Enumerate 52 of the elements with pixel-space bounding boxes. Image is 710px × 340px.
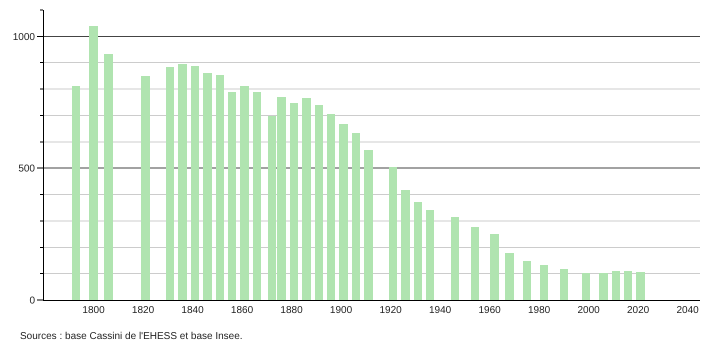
bar bbox=[339, 124, 348, 300]
x-tick-label: 2000 bbox=[577, 305, 600, 316]
bar bbox=[582, 273, 590, 300]
bar bbox=[414, 202, 422, 300]
bar bbox=[636, 272, 645, 300]
bar bbox=[451, 217, 459, 300]
bar bbox=[72, 86, 80, 300]
bar bbox=[599, 273, 608, 300]
bar bbox=[352, 133, 360, 300]
x-tick-label: 1800 bbox=[82, 305, 106, 316]
bar bbox=[327, 114, 335, 300]
y-tick-label: 0 bbox=[29, 296, 36, 306]
x-tick-label: 1880 bbox=[280, 305, 304, 316]
bar bbox=[203, 73, 212, 300]
source-note: Sources : base Cassini de l'EHESS et base Insee. bbox=[20, 331, 243, 340]
bar bbox=[240, 86, 249, 300]
bar bbox=[178, 64, 187, 300]
x-tick-label: 2040 bbox=[676, 305, 700, 316]
bar bbox=[315, 105, 323, 300]
bar bbox=[471, 227, 479, 300]
bar bbox=[364, 150, 373, 300]
bar bbox=[141, 76, 150, 300]
bar bbox=[612, 271, 620, 300]
x-tick-label: 1860 bbox=[230, 305, 254, 316]
x-tick-label: 1900 bbox=[330, 305, 353, 316]
bar bbox=[191, 66, 199, 300]
x-tick-label: 2020 bbox=[626, 305, 650, 316]
bar bbox=[228, 92, 236, 300]
bar bbox=[253, 92, 261, 300]
bar bbox=[89, 26, 98, 300]
bar bbox=[505, 253, 514, 300]
x-tick-label: 1840 bbox=[181, 305, 204, 316]
x-tick-label: 1920 bbox=[379, 305, 402, 316]
bar bbox=[490, 234, 499, 300]
bar bbox=[540, 265, 548, 300]
x-tick-label: 1960 bbox=[478, 305, 502, 316]
bar bbox=[401, 190, 410, 300]
bar bbox=[216, 75, 224, 300]
bar bbox=[389, 167, 397, 300]
bar bbox=[302, 98, 311, 300]
bar bbox=[624, 271, 632, 300]
y-tick-label: 1000 bbox=[12, 32, 36, 43]
x-tick-label: 1940 bbox=[428, 305, 452, 316]
bar bbox=[426, 210, 434, 300]
bar bbox=[523, 261, 531, 300]
bar bbox=[560, 269, 568, 300]
x-tick-label: 1820 bbox=[132, 305, 155, 316]
bar bbox=[104, 54, 113, 300]
y-tick-label: 500 bbox=[18, 164, 36, 175]
bar bbox=[166, 67, 174, 300]
bar bbox=[290, 103, 298, 300]
x-tick-label: 1980 bbox=[528, 305, 551, 316]
